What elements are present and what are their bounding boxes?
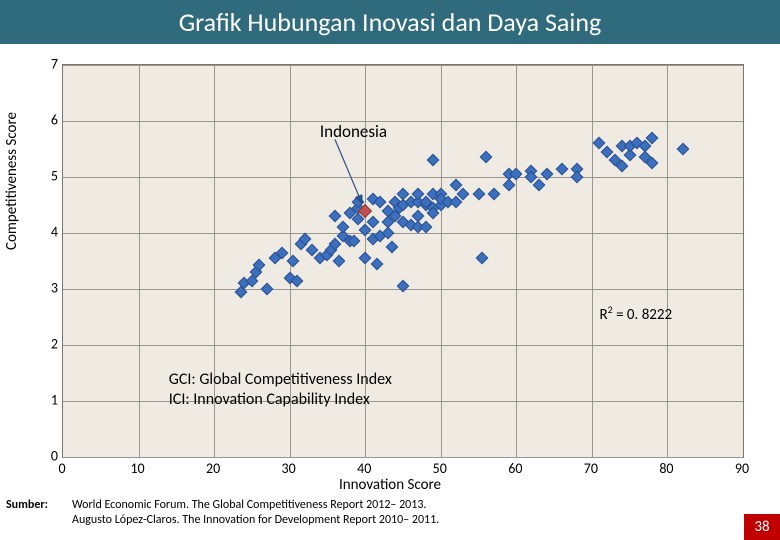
data-point	[472, 187, 485, 200]
x-tick: 20	[206, 460, 220, 477]
data-point	[370, 257, 383, 270]
data-point	[359, 252, 372, 265]
data-point	[487, 187, 500, 200]
x-tick: 90	[735, 460, 749, 477]
x-tick: 0	[58, 460, 65, 477]
data-point	[570, 171, 583, 184]
y-tick: 0	[40, 448, 58, 465]
page-number-badge: 38	[744, 514, 780, 540]
data-point	[533, 179, 546, 192]
data-point	[555, 162, 568, 175]
data-point	[676, 143, 689, 156]
data-point	[427, 154, 440, 167]
x-tick: 10	[130, 460, 144, 477]
y-tick: 1	[40, 392, 58, 409]
data-point	[261, 283, 274, 296]
x-axis-label: Innovation Score	[0, 476, 780, 494]
x-tick: 60	[508, 460, 522, 477]
data-point	[476, 252, 489, 265]
x-tick: 40	[357, 460, 371, 477]
data-point	[502, 179, 515, 192]
y-tick: 6	[40, 112, 58, 129]
scatter-plot: Indonesia R2 = 0. 8222 GCI: Global Competi…	[62, 64, 744, 458]
x-tick: 70	[584, 460, 598, 477]
data-point	[480, 151, 493, 164]
y-tick: 3	[40, 280, 58, 297]
annotation-arrow-icon	[63, 65, 743, 457]
x-tick: 80	[659, 460, 673, 477]
page-title: Grafik Hubungan Inovasi dan Daya Saing	[179, 6, 602, 38]
r-squared-label: R2 = 0. 8222	[599, 303, 672, 324]
source-text: World Economic Forum. The Global Competi…	[72, 498, 439, 528]
y-tick: 4	[40, 224, 58, 241]
x-tick: 50	[433, 460, 447, 477]
data-point	[397, 280, 410, 293]
title-bar: Grafik Hubungan Inovasi dan Daya Saing	[0, 0, 780, 44]
data-point	[329, 210, 342, 223]
data-point	[336, 221, 349, 234]
y-tick: 7	[40, 56, 58, 73]
x-tick: 30	[282, 460, 296, 477]
annotation-indonesia: Indonesia	[320, 121, 387, 142]
data-point	[540, 168, 553, 181]
data-point	[385, 241, 398, 254]
y-axis-label: Competitiveness Score	[3, 112, 21, 250]
data-point	[332, 255, 345, 268]
source-label: Sumber:	[6, 498, 48, 512]
y-tick: 2	[40, 336, 58, 353]
legend-text: GCI: Global Competitiveness IndexICI: In…	[169, 370, 392, 410]
y-tick: 5	[40, 168, 58, 185]
